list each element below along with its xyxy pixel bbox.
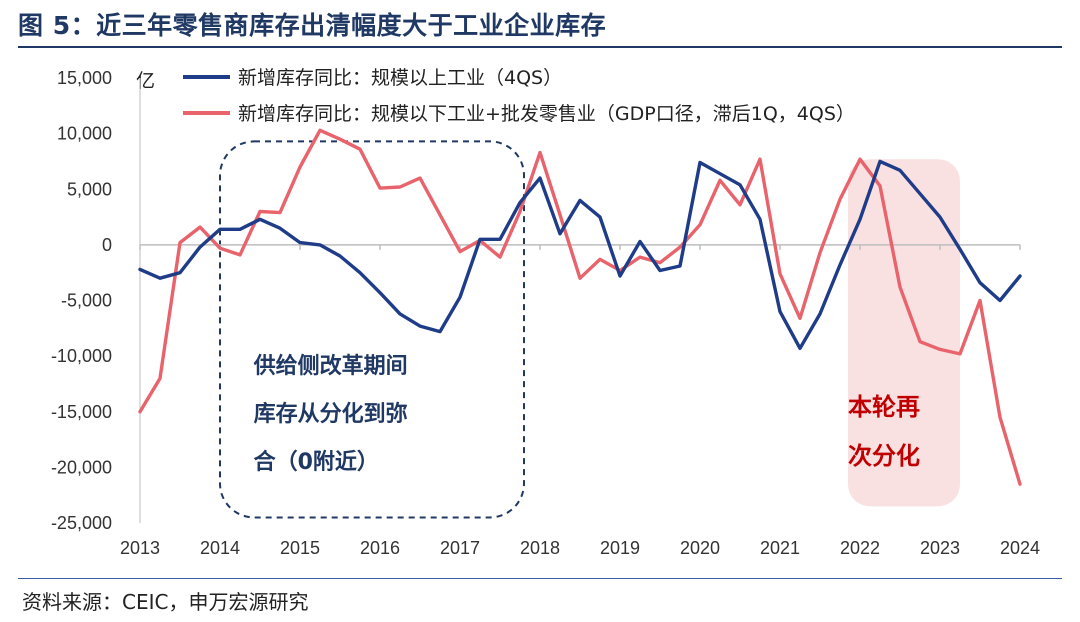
divergence-annotation-line: 次分化 — [848, 442, 920, 470]
inventory-line-chart: 15,000 10,000 5,000 0 -5,000 -10,000 -15,000 -2… — [51, 67, 1040, 558]
x-tick-label: 2017 — [440, 538, 480, 558]
x-tick-label: 2018 — [520, 538, 560, 558]
legend-label: 新增库存同比：规模以上工业（4QS） — [238, 67, 562, 89]
supply-reform-annotation-line: 库存从分化到弥 — [254, 401, 408, 427]
supply-reform-annotation-line: 供给侧改革期间 — [253, 353, 408, 379]
y-tick-label: -5,000 — [61, 291, 112, 311]
divergence-annotation-line: 本轮再 — [848, 393, 920, 421]
page-title: 图 5：近三年零售商库存出清幅度大于工业企业库存 — [18, 11, 607, 40]
series-layer — [138, 128, 1022, 486]
y-tick-label: 10,000 — [57, 124, 112, 144]
legend-label: 新增库存同比：规模以下工业+批发零售业（GDP口径，滞后1Q，4QS） — [238, 103, 855, 125]
x-tick-label: 2022 — [840, 538, 880, 558]
y-tick-label: 5,000 — [67, 179, 112, 199]
supply-reform-box — [219, 140, 525, 519]
y-tick-label: -10,000 — [51, 346, 112, 366]
y-tick-label: 0 — [102, 235, 112, 255]
x-tick-label: 2020 — [680, 538, 720, 558]
axis-layer: 15,000 10,000 5,000 0 -5,000 -10,000 -15,000 -2… — [51, 68, 1040, 558]
y-tick-label: 15,000 — [57, 68, 112, 88]
x-tick-label: 2023 — [920, 538, 960, 558]
title-divider — [18, 46, 1062, 48]
y-tick-label: -20,000 — [51, 457, 112, 477]
annotation-background-layer — [219, 140, 960, 519]
y-unit-label: 亿 — [136, 70, 155, 92]
x-tick-label: 2015 — [280, 538, 320, 558]
series-line-above-scale-industry — [138, 159, 1022, 350]
y-tick-label: -25,000 — [51, 513, 112, 533]
source-note: 资料来源：CEIC，申万宏源研究 — [22, 590, 309, 614]
x-tick-label: 2021 — [760, 538, 800, 558]
x-tick-label: 2016 — [360, 538, 400, 558]
x-tick-label: 2024 — [1000, 538, 1040, 558]
source-divider — [18, 578, 1062, 579]
x-tick-label: 2019 — [600, 538, 640, 558]
legend: 新增库存同比：规模以上工业（4QS） 新增库存同比：规模以下工业+批发零售业（GD… — [183, 67, 855, 125]
y-tick-label: -15,000 — [51, 402, 112, 422]
x-tick-label: 2013 — [120, 538, 160, 558]
supply-reform-annotation-line: 合（0附近） — [254, 449, 379, 475]
x-tick-label: 2014 — [200, 538, 240, 558]
divergence-shade — [848, 159, 960, 507]
